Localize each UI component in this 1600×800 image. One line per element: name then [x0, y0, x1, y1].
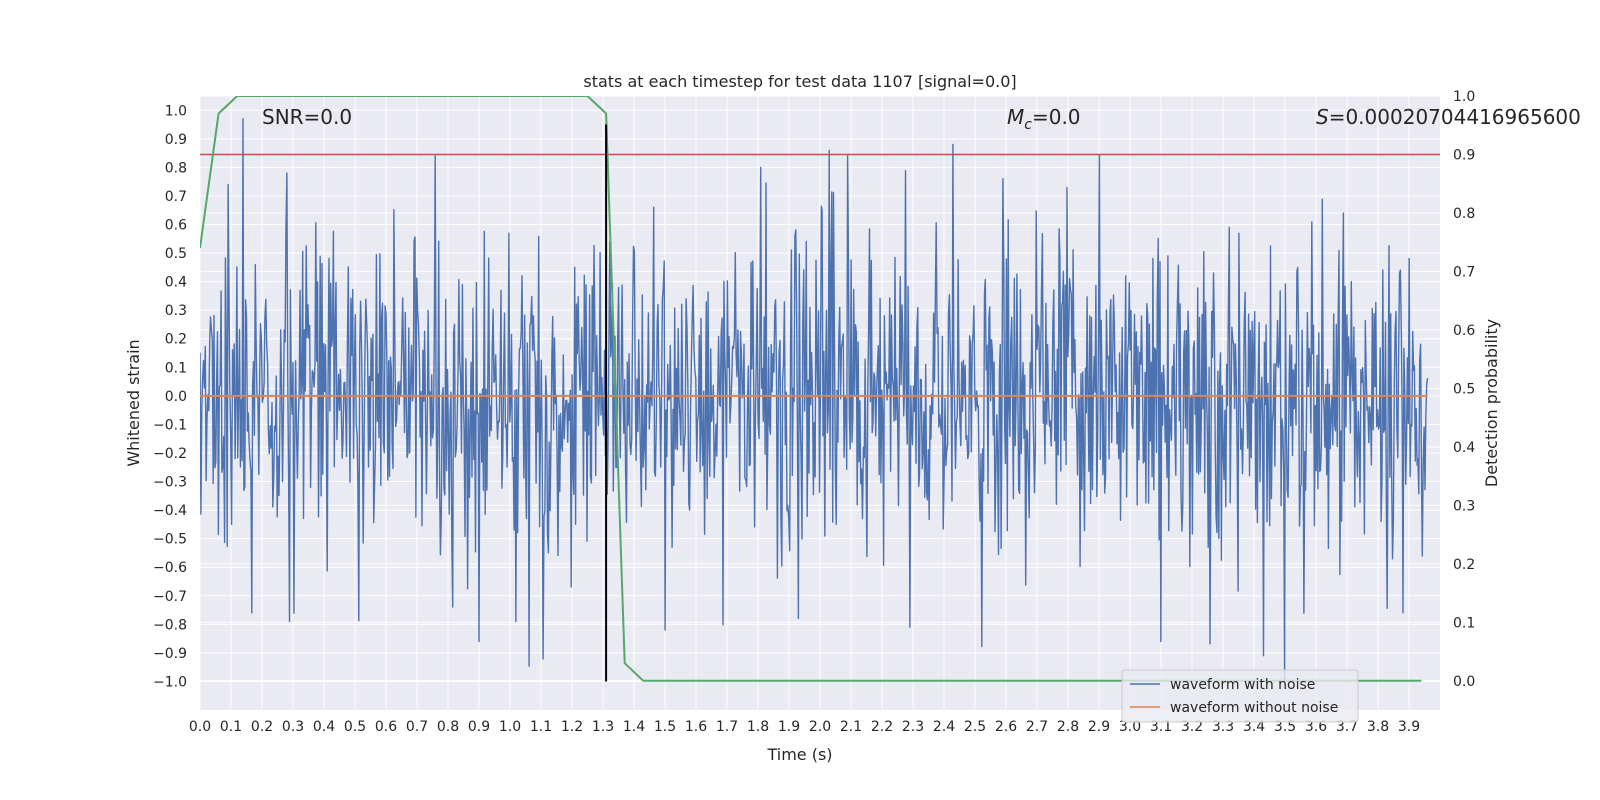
y2-tick-label: 0.3	[1453, 498, 1475, 514]
y-tick-label: 0.7	[165, 189, 187, 205]
s-value: =0.00020704416965600	[1329, 105, 1581, 129]
y-tick-label: −0.6	[153, 560, 187, 576]
y-tick-label: 0.9	[165, 132, 187, 148]
x-tick-label: 3.3	[1212, 719, 1234, 735]
y-tick-label: −0.1	[153, 417, 187, 433]
x-tick-label: 2.8	[1057, 719, 1079, 735]
x-tick-label: 3.0	[1119, 719, 1141, 735]
y-tick-label: 0.5	[165, 246, 187, 262]
y-tick-label: 0.0	[165, 389, 187, 405]
y-tick-label: 0.4	[165, 275, 187, 291]
x-tick-label: 3.7	[1336, 719, 1358, 735]
y-tick-label: −0.8	[153, 617, 187, 633]
y-tick-label: −0.7	[153, 589, 187, 605]
x-tick-label: 2.5	[964, 719, 986, 735]
y-tick-label: −0.5	[153, 532, 187, 548]
x-tick-label: 3.5	[1274, 719, 1296, 735]
x-tick-label: 2.4	[933, 719, 955, 735]
x-tick-label: 2.1	[840, 719, 862, 735]
x-tick-labels: 0.0 0.1 0.2 0.3 0.4 0.5 0.6 0.7 0.8 0.9 1.0 1.1 1.2 1…	[189, 719, 1420, 735]
x-tick-label: 2.3	[902, 719, 924, 735]
y2-tick-label: 0.0	[1453, 674, 1475, 690]
x-tick-label: 0.8	[437, 719, 459, 735]
x-tick-label: 1.8	[747, 719, 769, 735]
x-tick-label: 2.6	[995, 719, 1017, 735]
y2-tick-label: 1.0	[1453, 89, 1475, 105]
chirp-mass-symbol: M	[1007, 105, 1024, 129]
x-tick-label: 0.9	[468, 719, 490, 735]
s-annotation: S=0.00020704416965600	[1316, 105, 1581, 129]
y-tick-label: −0.9	[153, 646, 187, 662]
x-axis-label: Time (s)	[766, 745, 832, 764]
legend-box	[1121, 669, 1359, 723]
y-axis-label: Whitened strain	[124, 339, 143, 466]
series-detection-probability	[200, 96, 1422, 682]
x-tick-label: 0.7	[406, 719, 428, 735]
y-tick-label: −1.0	[153, 674, 187, 690]
x-tick-label: 0.1	[220, 719, 242, 735]
y2-tick-label: 0.8	[1453, 206, 1475, 222]
series-layer	[200, 96, 1440, 683]
x-tick-label: 1.6	[685, 719, 707, 735]
y2-tick-label: 0.4	[1453, 440, 1475, 456]
y-tick-label: −0.2	[153, 446, 187, 462]
x-tick-label: 2.0	[809, 719, 831, 735]
y-tick-label: 0.8	[165, 160, 187, 176]
x-tick-label: 3.9	[1398, 719, 1420, 735]
x-tick-label: 3.4	[1243, 719, 1265, 735]
x-tick-label: 0.5	[344, 719, 366, 735]
legend: waveform with noise waveform without noi…	[1121, 669, 1359, 723]
x-tick-label: 3.2	[1181, 719, 1203, 735]
y2-tick-label: 0.2	[1453, 557, 1475, 573]
chirp-mass-subscript: c	[1024, 117, 1032, 133]
x-tick-label: 2.2	[871, 719, 893, 735]
x-tick-label: 3.8	[1367, 719, 1389, 735]
x-tick-label: 1.0	[499, 719, 521, 735]
x-tick-label: 1.4	[623, 719, 645, 735]
legend-label-waveform-with-noise: waveform with noise	[1170, 677, 1315, 693]
series-waveform-with-noise	[200, 118, 1429, 683]
y-tick-label: −0.3	[153, 475, 187, 491]
x-tick-label: 3.1	[1150, 719, 1172, 735]
y2-tick-labels: 1.0 0.9 0.8 0.7 0.6 0.5 0.4 0.3 0.2 0.1 0.0	[1453, 89, 1475, 690]
y-tick-label: 1.0	[165, 103, 187, 119]
x-tick-label: 1.7	[716, 719, 738, 735]
x-tick-label: 1.5	[654, 719, 676, 735]
x-tick-label: 0.6	[375, 719, 397, 735]
y2-tick-label: 0.5	[1453, 381, 1475, 397]
snr-annotation: SNR=0.0	[262, 105, 352, 129]
chirp-mass-value: =0.0	[1032, 105, 1081, 129]
s-symbol: S	[1316, 105, 1329, 129]
y-tick-label: 0.2	[165, 332, 187, 348]
x-tick-label: 1.3	[592, 719, 614, 735]
y-tick-label: 0.3	[165, 303, 187, 319]
x-tick-label: 2.7	[1026, 719, 1048, 735]
chirp-mass-annotation: Mc=0.0	[1007, 105, 1081, 133]
x-tick-label: 0.0	[189, 719, 211, 735]
x-tick-label: 0.3	[282, 719, 304, 735]
y-tick-label: −0.4	[153, 503, 187, 519]
y-tick-label: 0.6	[165, 218, 187, 234]
y-tick-label: 0.1	[165, 360, 187, 376]
x-tick-label: 3.6	[1305, 719, 1327, 735]
legend-label-waveform-without-noise: waveform without noise	[1170, 700, 1338, 716]
y2-axis-label: Detection probability	[1482, 319, 1501, 487]
chart-title: stats at each timestep for test data 110…	[583, 72, 1016, 91]
y2-tick-label: 0.9	[1453, 147, 1475, 163]
y2-tick-label: 0.1	[1453, 615, 1475, 631]
x-tick-label: 1.1	[530, 719, 552, 735]
y2-tick-label: 0.6	[1453, 323, 1475, 339]
x-tick-label: 0.2	[251, 719, 273, 735]
y-tick-labels: 1.0 0.9 0.8 0.7 0.6 0.5 0.4 0.3 0.2 0.1 0.0 −0.1 −0.…	[153, 103, 187, 690]
x-tick-label: 0.4	[313, 719, 335, 735]
x-tick-label: 2.9	[1088, 719, 1110, 735]
x-tick-label: 1.2	[561, 719, 583, 735]
x-tick-label: 1.9	[778, 719, 800, 735]
y2-tick-label: 0.7	[1453, 264, 1475, 280]
